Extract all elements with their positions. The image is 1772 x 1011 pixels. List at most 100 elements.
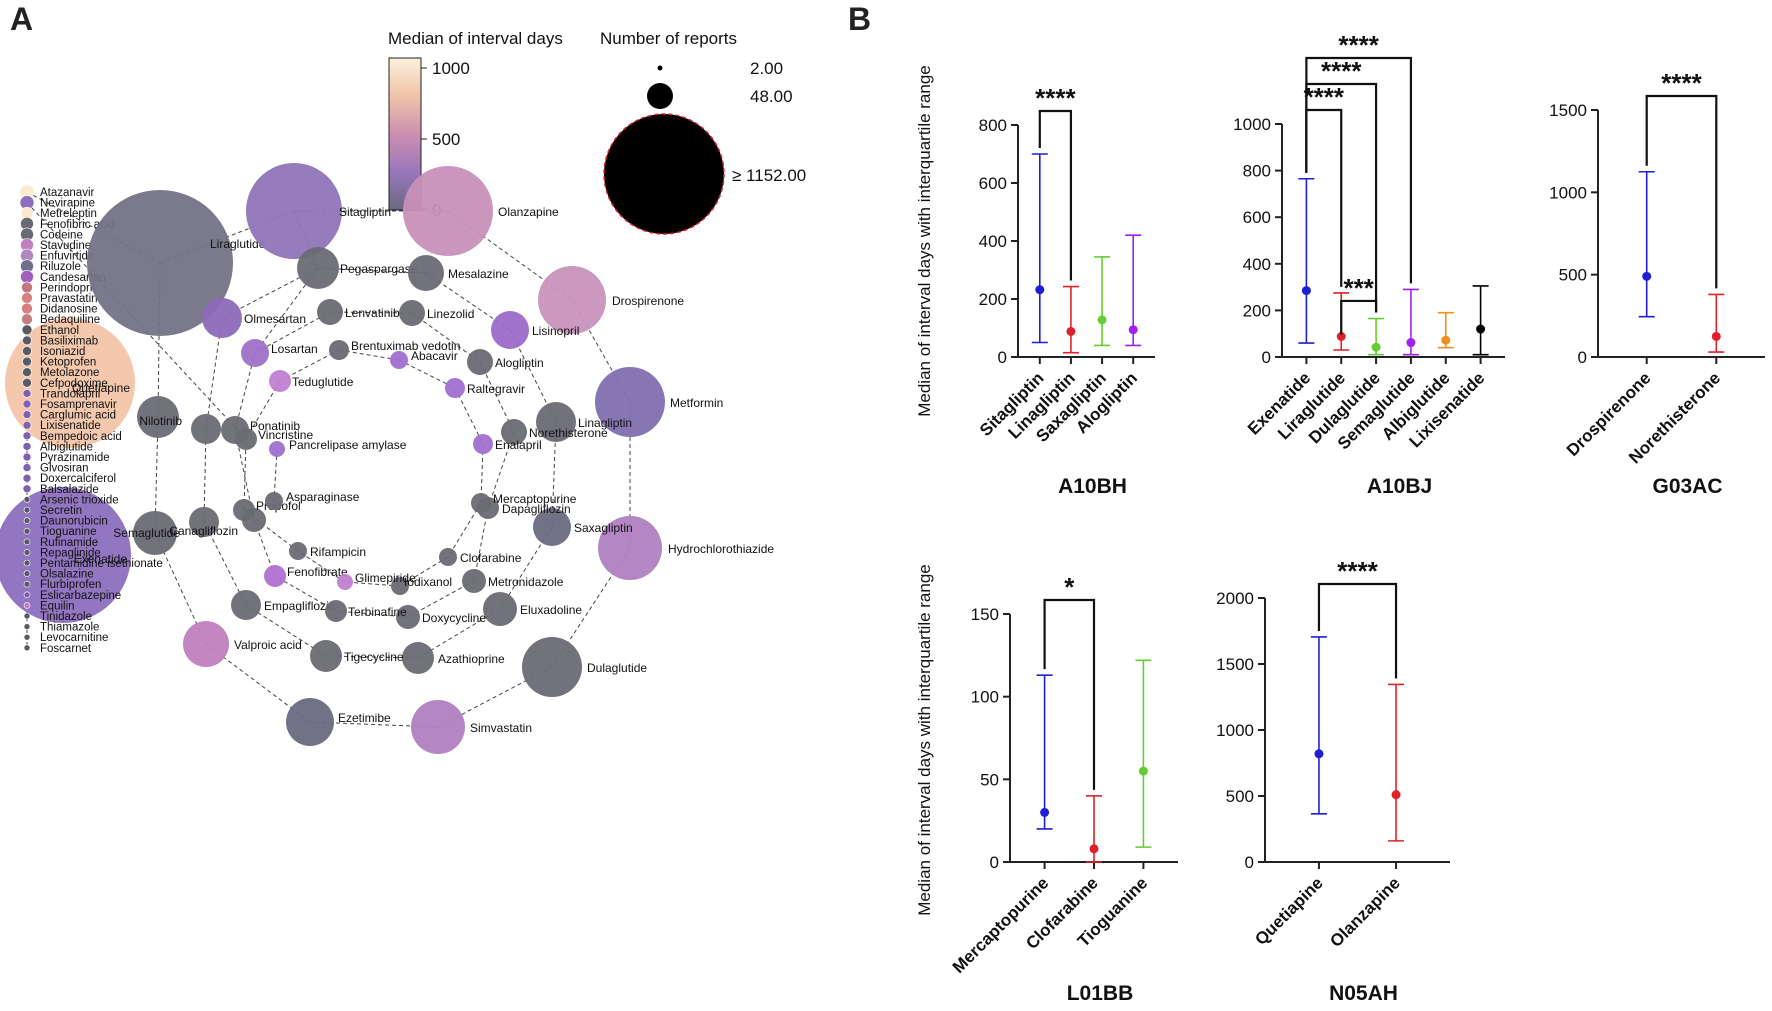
network-node-label: Doxycycline [422, 611, 486, 625]
network-node-label: Alogliptin [495, 356, 544, 370]
plot-title: A10BJ [1367, 475, 1432, 498]
network-edge [203, 428, 207, 523]
network-node [23, 612, 31, 620]
network-node-label: Teduglutide [292, 375, 354, 389]
network-node-label: Codeine [40, 229, 83, 241]
network-node-label: Eluxadoline [520, 603, 582, 617]
network-node-label: Cefpodoxime [40, 378, 108, 390]
significance-bracket [1645, 94, 1718, 289]
network-node [21, 313, 33, 326]
network-node [21, 281, 33, 294]
significance-label: **** [1337, 556, 1378, 586]
network-node [22, 420, 32, 430]
median-point [1371, 342, 1381, 352]
network-node [235, 428, 257, 450]
network-node-label: Clofarabine [460, 551, 522, 565]
network-node-label: Nevirapine [40, 198, 95, 210]
network-node-label: Semaglutide [113, 526, 180, 540]
network-node [325, 600, 347, 622]
median-point [1138, 766, 1148, 776]
y-tick-label: 500 [1226, 787, 1254, 806]
y-tick-label: 1000 [1216, 721, 1254, 740]
y-tick-label: 600 [979, 174, 1007, 193]
network-node [473, 434, 493, 454]
y-tick-label: 1000 [1549, 183, 1587, 202]
network-node-label: Dulaglutide [587, 661, 647, 675]
median-point [1476, 324, 1486, 334]
network-node-label: Carglumic acid [40, 410, 116, 422]
network-node-label: Iodixanol [404, 575, 452, 589]
network-node-label: Dapagliflozin [502, 502, 571, 516]
network-node [22, 452, 32, 462]
network-node-label: Mesalazine [448, 267, 509, 281]
network-node [289, 542, 307, 560]
median-point [1711, 331, 1721, 341]
panel-label-b: B [848, 1, 871, 37]
network-node-label: Ketoprofen [40, 357, 96, 369]
network-node-label: Lenvatinib [345, 306, 400, 320]
size-legend-medium-label: 48.00 [750, 87, 793, 106]
y-tick-label: 800 [1243, 162, 1271, 181]
network-node-label: Asparaginase [286, 490, 360, 504]
significance-label: **** [1304, 82, 1345, 112]
network-edge [245, 380, 281, 440]
network-node [22, 346, 32, 356]
y-tick-label: 0 [1245, 853, 1254, 872]
network-node-label: Empagliflozin [264, 599, 335, 613]
network-node-label: Stavudine [40, 240, 91, 252]
network-node-label: Metreleptin [40, 208, 97, 220]
network-node [391, 577, 409, 595]
network-node [533, 508, 571, 546]
network-node-label: Abacavir [411, 349, 458, 363]
y-tick-label: 1500 [1549, 101, 1587, 120]
network-node [20, 269, 34, 284]
network-node [133, 511, 177, 555]
network-node [439, 548, 457, 566]
network-node-label: Norethisterone [529, 426, 608, 440]
network-node [233, 499, 255, 521]
network-edge [335, 610, 409, 618]
median-point [1066, 326, 1076, 336]
network-node [23, 538, 31, 546]
network-node-label: Drospirenone [612, 294, 684, 308]
colorbar-tick-label: 1000 [432, 59, 470, 78]
network-node-label: Canagliflozin [169, 524, 238, 538]
y-tick-label: 150 [971, 605, 999, 624]
network-node [23, 580, 31, 588]
network-node-label: Balsalazide [40, 484, 99, 496]
network-edge [274, 575, 337, 612]
y-tick-label: 600 [1243, 208, 1271, 227]
significance-bracket [1340, 299, 1378, 335]
network-node-label: Isoniazid [40, 346, 85, 358]
network-node [23, 591, 31, 599]
network-node [399, 300, 425, 326]
network-node [595, 367, 665, 437]
network-node [22, 442, 32, 451]
network-node [23, 559, 31, 567]
network-node-label: Bedaquiline [40, 314, 100, 326]
plot-title: L01BB [1067, 982, 1134, 1005]
network-node-label: Ponatinib [250, 419, 300, 433]
panel-label-a: A [10, 1, 33, 37]
network-node [390, 351, 408, 369]
network-node [396, 605, 420, 629]
network-node [22, 335, 32, 346]
network-node-label: Foscarnet [40, 643, 92, 655]
network-node [23, 517, 31, 524]
median-point [1642, 271, 1652, 281]
network-edge [154, 416, 159, 534]
significance-label: **** [1661, 68, 1702, 98]
network-node-label: Albiglutide [40, 441, 93, 453]
network-node-label: Losartan [271, 342, 318, 356]
network-node-label: Pancrelipase amylase [289, 438, 407, 452]
network-edge [454, 387, 484, 445]
network-node [202, 298, 242, 338]
y-axis-label: Median of interval days with interquarti… [915, 65, 934, 417]
network-group-bubble [0, 487, 131, 623]
network-node-label: Glvosiran [40, 463, 89, 475]
network-node [23, 644, 31, 652]
network-node-label: Sitagliptin [339, 205, 391, 219]
network-node-label: Olsalazine [40, 569, 94, 581]
x-tick-label: Quetiapine [1251, 873, 1327, 949]
y-tick-label: 2000 [1216, 589, 1254, 608]
